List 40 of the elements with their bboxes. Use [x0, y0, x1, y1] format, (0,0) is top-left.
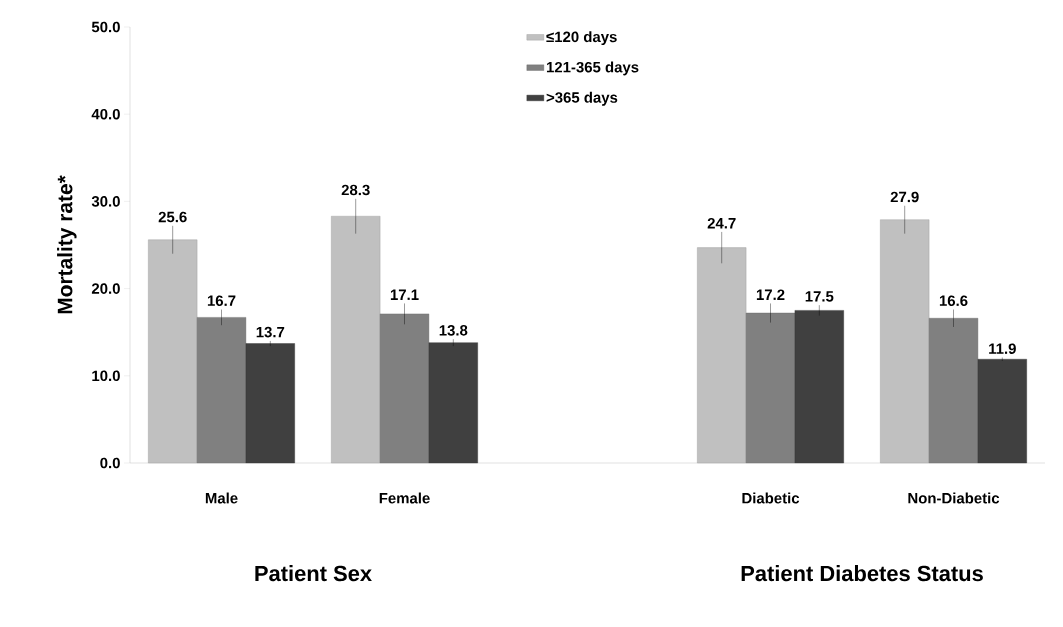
x-tick-label: Diabetic: [742, 492, 800, 504]
bar: [745, 312, 796, 464]
data-label: 13.7: [256, 326, 285, 338]
legend-label: ≤120 days: [546, 31, 617, 46]
x-tick-label: Non-Diabetic: [908, 492, 1000, 504]
bar: [794, 310, 844, 464]
bar: [331, 216, 381, 464]
bar: [148, 239, 198, 464]
bar: [880, 219, 930, 464]
data-label: 27.9: [890, 191, 919, 203]
data-label: 16.7: [207, 295, 236, 306]
legend-label: >365 days: [546, 91, 618, 106]
bar: [428, 342, 478, 464]
y-tick-label: 40.0: [91, 108, 120, 120]
data-label: 16.6: [939, 295, 968, 306]
x-tick-label: Female: [379, 492, 430, 504]
bar: [697, 247, 747, 464]
y-tick-label: 30.0: [91, 196, 120, 207]
data-label: 24.7: [707, 217, 736, 229]
y-tick-label: 0.0: [100, 457, 120, 469]
data-label: 11.9: [989, 343, 1016, 354]
data-label: 17.1: [390, 289, 419, 300]
data-label: 17.2: [756, 289, 785, 300]
y-tick-label: 20.0: [91, 283, 120, 294]
y-axis-title: Mortality rate*: [57, 175, 77, 314]
bar: [379, 313, 430, 464]
bar: [977, 359, 1027, 464]
data-label: 28.3: [341, 184, 370, 196]
data-label: 25.6: [158, 211, 187, 223]
text: Patient Sex: [255, 565, 372, 582]
bar: [245, 343, 295, 464]
y-tick-label: 10.0: [92, 370, 120, 382]
text: Patient Diabetes Status: [741, 565, 983, 582]
bar: [928, 318, 979, 464]
data-label: 13.8: [439, 325, 468, 336]
data-label: 17.5: [805, 291, 834, 302]
legend-label: 121-365 days: [546, 61, 639, 76]
y-tick-label: 50.0: [91, 21, 120, 33]
bar: [196, 317, 247, 464]
x-tick-label: Male: [205, 492, 238, 504]
